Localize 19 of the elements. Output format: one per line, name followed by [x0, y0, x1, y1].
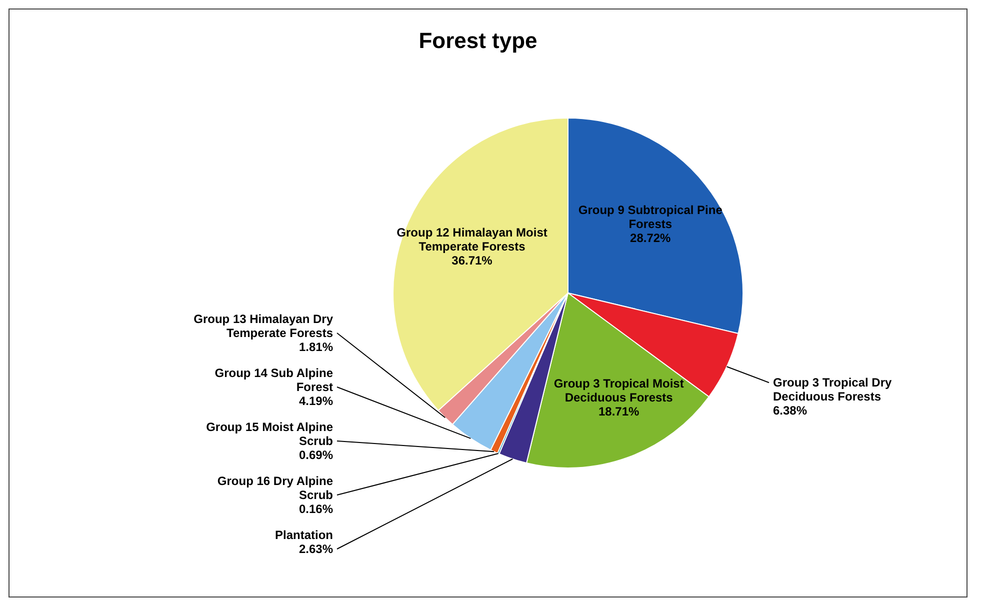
data-label: 0.16% — [298, 502, 334, 516]
slice-label: Group 3 Tropical Moist Deciduous Forests — [554, 376, 684, 405]
data-label: 36.71% — [452, 253, 493, 268]
slice-label: Group 3 Tropical Dry Deciduous Forests — [773, 376, 892, 404]
data-label: 2.63% — [298, 542, 334, 556]
data-label: 4.19% — [298, 394, 334, 408]
chart-title: Forest type — [418, 28, 538, 53]
slice-label: Group 9 Subtropical Pine Forests — [578, 202, 723, 231]
data-label: 1.81% — [298, 340, 334, 354]
data-label: 18.71% — [598, 404, 640, 419]
slice-label: Plantation — [274, 528, 333, 542]
slice-label: Group 14 Sub Alpine Forest — [214, 366, 334, 394]
slice-label: Group 16 Dry Alpine Scrub — [217, 474, 334, 502]
slice-label: Group 12 Himalayan Moist Temperate Forests — [396, 225, 548, 254]
slice-label: Group 13 Himalayan Dry Temperate Forests — [194, 312, 334, 340]
data-label: 28.72% — [630, 230, 672, 245]
data-label: 6.38% — [773, 404, 808, 418]
data-label: 0.69% — [298, 448, 334, 462]
slice-label: Group 15 Moist Alpine Scrub — [206, 420, 334, 448]
